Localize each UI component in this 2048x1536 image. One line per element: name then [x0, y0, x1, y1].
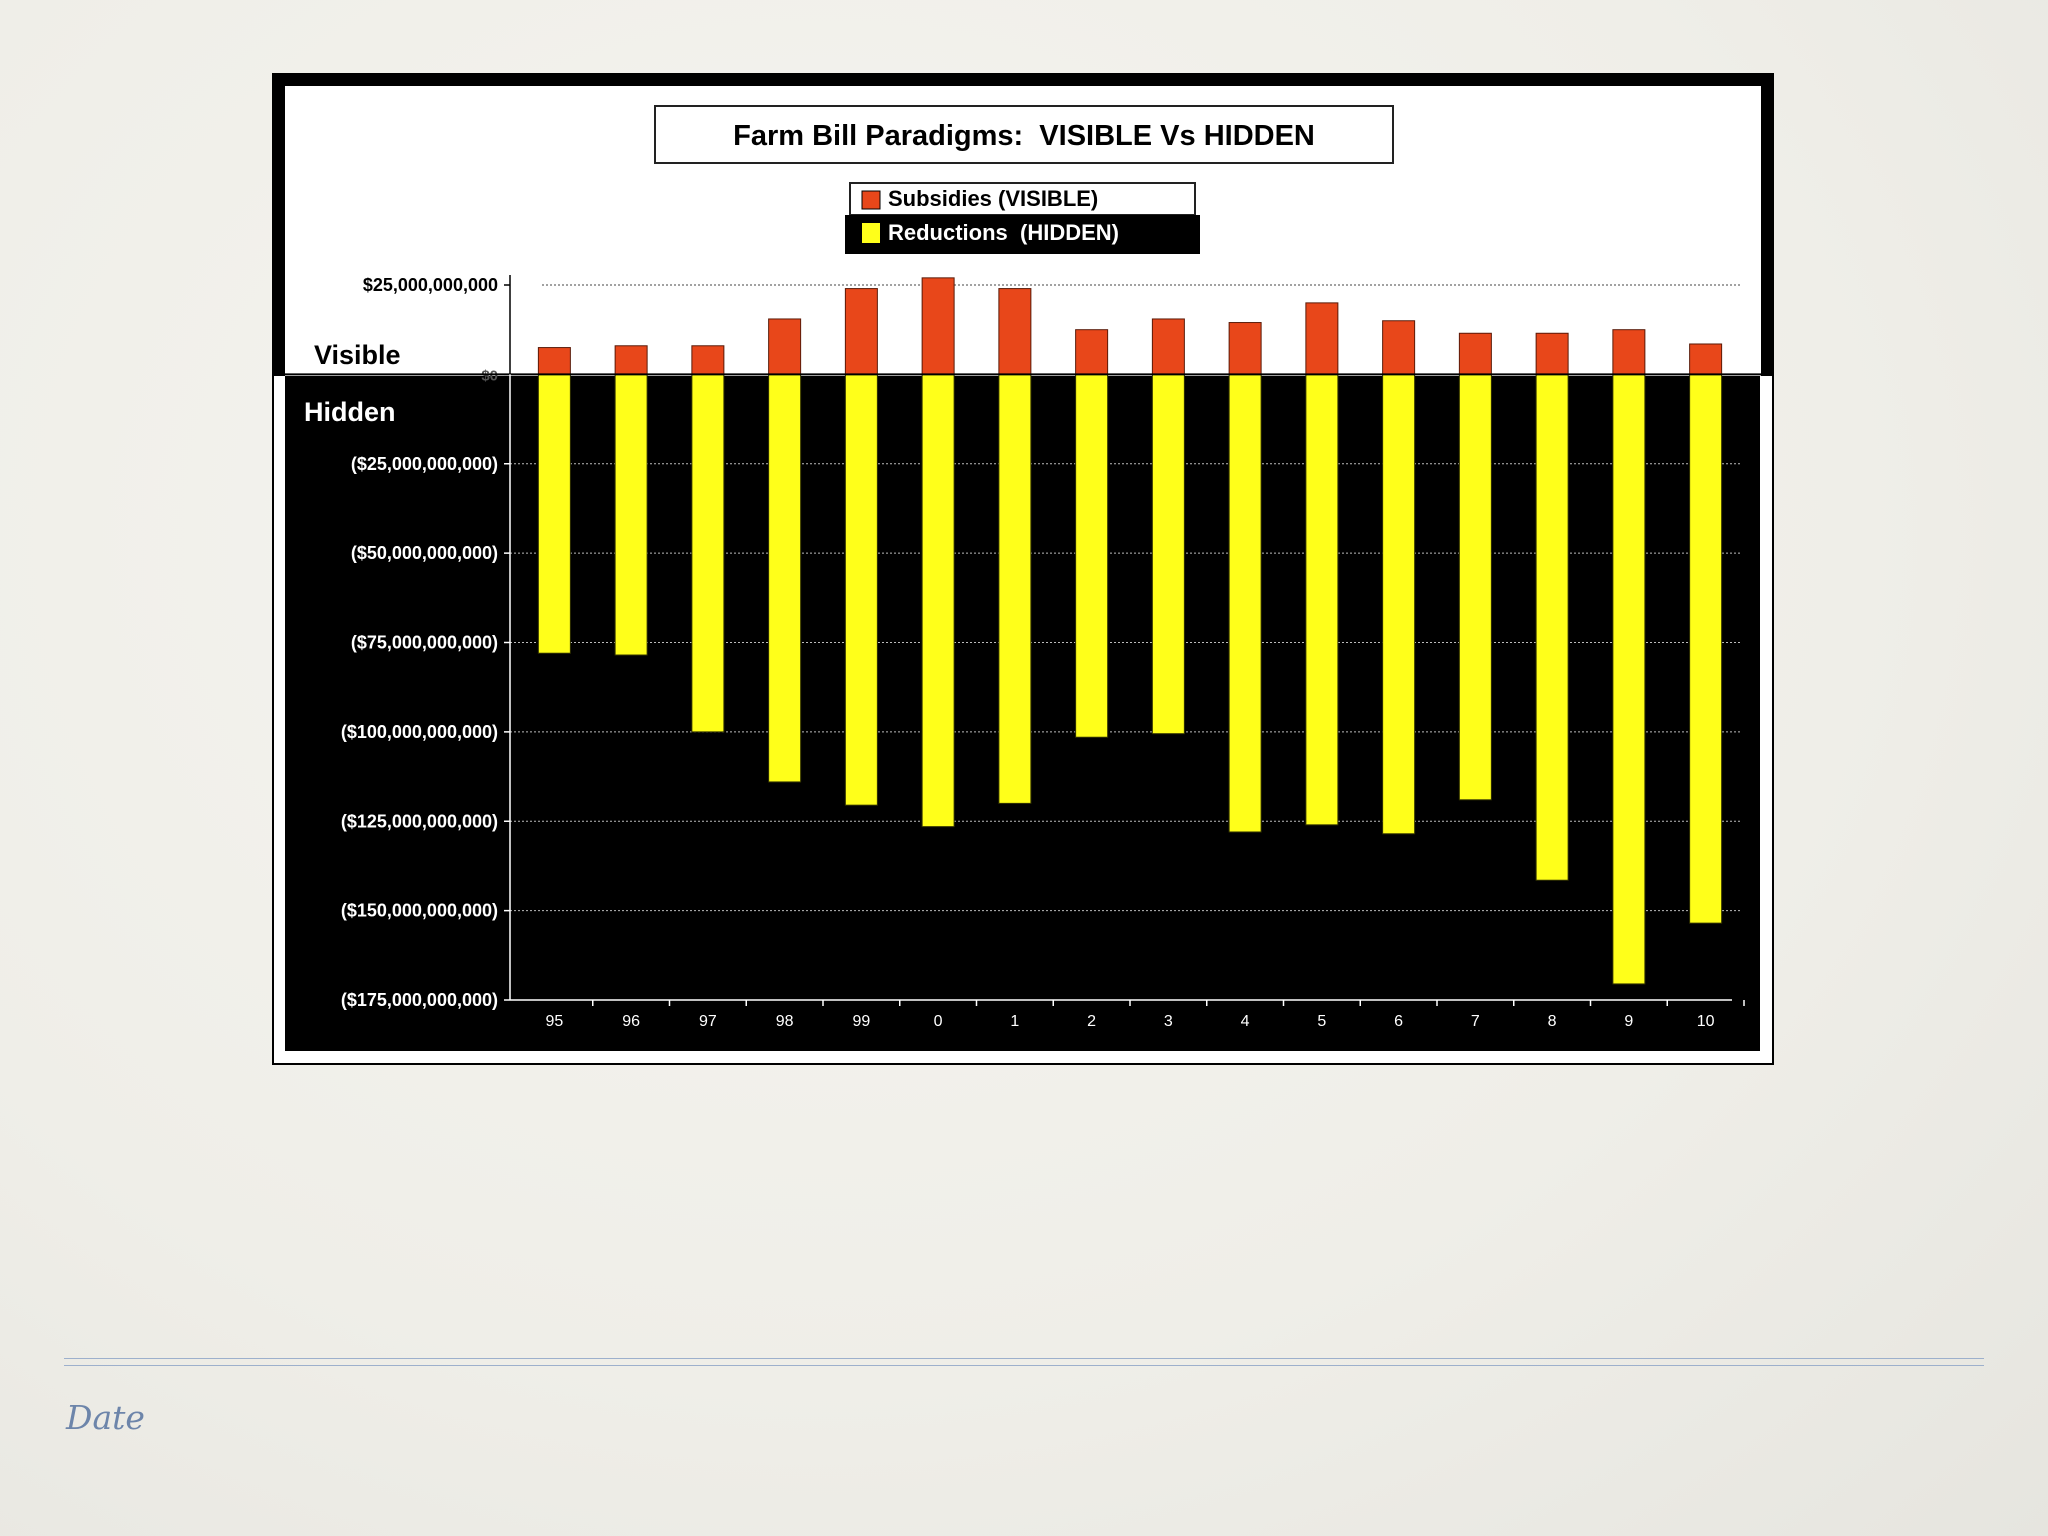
- bar-hidden: [1535, 373, 1569, 881]
- y-tick-label: ($175,000,000,000): [341, 990, 498, 1010]
- bar-visible: [1458, 332, 1492, 375]
- bar-visible: [768, 318, 802, 375]
- footer-rule-bottom: [64, 1365, 1984, 1366]
- legend-label-visible: Subsidies (VISIBLE): [888, 186, 1098, 211]
- x-tick-label: 7: [1471, 1013, 1480, 1030]
- chart-legend: Subsidies (VISIBLE) Reductions (HIDDEN): [845, 182, 1200, 254]
- bar-visible: [1151, 318, 1185, 375]
- bar-hidden: [691, 373, 725, 733]
- y-tick-label: ($150,000,000,000): [341, 901, 498, 921]
- bar-visible: [1382, 320, 1416, 375]
- x-tick-label: 10: [1697, 1013, 1715, 1030]
- x-tick-label: 9: [1624, 1013, 1633, 1030]
- legend-box-visible: [849, 182, 1196, 216]
- x-tick-label: 97: [699, 1013, 717, 1030]
- bar-hidden: [768, 373, 802, 783]
- axis-layer: $25,000,000,000 $0 ($25,000,000,000) ($50,0…: [285, 275, 1761, 1030]
- legend-swatch-hidden: [862, 223, 880, 243]
- bar-hidden: [1151, 373, 1185, 735]
- x-tick-label: 4: [1241, 1013, 1250, 1030]
- legend-swatch-visible: [861, 190, 881, 210]
- bar-visible: [998, 288, 1032, 375]
- bar-visible: [921, 277, 955, 375]
- bar-hidden: [844, 373, 878, 806]
- bar-visible: [1305, 302, 1339, 375]
- y-tick-label: $0: [481, 367, 498, 384]
- chart-left-strip: [272, 376, 285, 1051]
- region-label-hidden: Hidden: [304, 397, 396, 427]
- chart-outer-border: [272, 73, 1774, 1065]
- bar-hidden: [1305, 373, 1339, 826]
- bar-visible: [844, 288, 878, 375]
- chart-svg: Farm Bill Paradigms: VISIBLE Vs HIDDEN S…: [272, 73, 1774, 1065]
- y-tick-label: ($25,000,000,000): [351, 454, 498, 474]
- bar-hidden: [998, 373, 1032, 804]
- bar-visible: [614, 345, 648, 375]
- bar-hidden: [1458, 373, 1492, 801]
- bar-visible: [1689, 343, 1723, 375]
- bar-hidden: [1228, 373, 1262, 833]
- x-tick-label: 8: [1548, 1013, 1557, 1030]
- chart-bottom-strip: [272, 1051, 1774, 1065]
- footer-rule-top: [64, 1358, 1984, 1359]
- bar-hidden: [1612, 373, 1646, 985]
- y-tick-label: ($100,000,000,000): [341, 722, 498, 742]
- chart-title-box: [654, 105, 1394, 164]
- bar-visible: [1075, 329, 1109, 375]
- y-tick-label: ($125,000,000,000): [341, 811, 498, 831]
- bar-hidden: [614, 373, 648, 656]
- footer-date: Date: [66, 1398, 145, 1437]
- region-label-visible: Visible: [314, 340, 401, 370]
- legend-box-hidden: [845, 215, 1200, 254]
- bar-visible: [691, 345, 725, 375]
- bar-hidden: [1382, 373, 1416, 835]
- bars-layer: [537, 277, 1723, 985]
- x-tick-label: 2: [1087, 1013, 1096, 1030]
- x-tick-label: 95: [545, 1013, 563, 1030]
- bar-visible: [1535, 332, 1569, 375]
- chart-right-strip: [1760, 376, 1774, 1051]
- x-tick-label: 5: [1317, 1013, 1326, 1030]
- x-tick-label: 99: [852, 1013, 870, 1030]
- bar-hidden: [1689, 373, 1723, 924]
- x-tick-label: 96: [622, 1013, 640, 1030]
- y-tick-label: $25,000,000,000: [363, 275, 498, 295]
- x-tick-label: 3: [1164, 1013, 1173, 1030]
- bar-visible: [1612, 329, 1646, 375]
- legend-label-hidden: Reductions (HIDDEN): [888, 220, 1119, 245]
- x-tick-label: 6: [1394, 1013, 1403, 1030]
- y-tick-label: ($75,000,000,000): [351, 633, 498, 653]
- bar-hidden: [921, 373, 955, 828]
- bar-hidden: [1075, 373, 1109, 738]
- chart-frame: Farm Bill Paradigms: VISIBLE Vs HIDDEN S…: [272, 73, 1774, 1065]
- bar-hidden: [537, 373, 571, 654]
- x-tick-label: 0: [934, 1013, 943, 1030]
- chart-title: Farm Bill Paradigms: VISIBLE Vs HIDDEN: [733, 120, 1315, 152]
- y-tick-label: ($50,000,000,000): [351, 543, 498, 563]
- bar-visible: [537, 347, 571, 375]
- x-tick-label: 98: [776, 1013, 794, 1030]
- bar-visible: [1228, 322, 1262, 375]
- x-tick-label: 1: [1010, 1013, 1019, 1030]
